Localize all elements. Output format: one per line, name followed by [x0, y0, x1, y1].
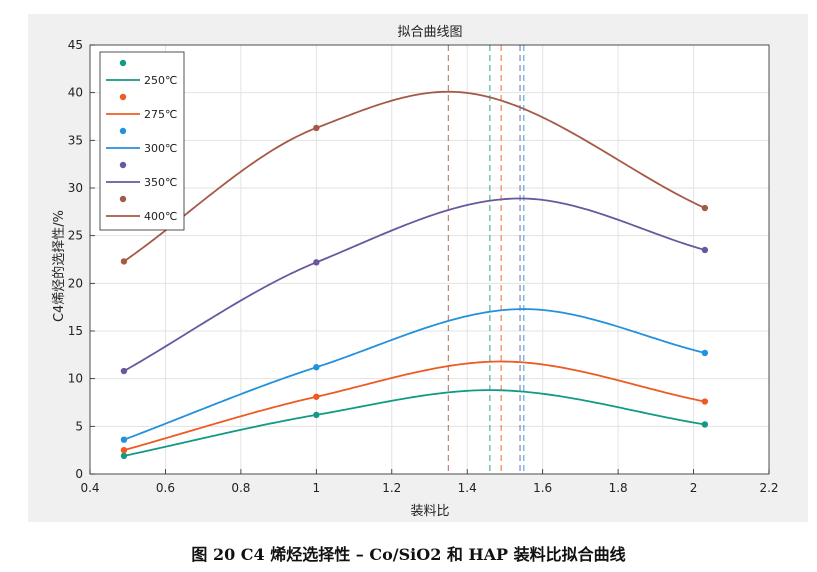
y-tick-label: 30: [68, 181, 83, 195]
x-tick-label: 1.4: [458, 481, 477, 495]
legend-marker: [119, 161, 127, 169]
data-point: [313, 393, 320, 400]
data-point: [313, 124, 320, 132]
chart-svg: 拟合曲线图 0.4 0.6 0.8 1 1.2 1.4 1.6 1.8 2 2.2 0 5 10 15 2…: [51, 25, 779, 519]
y-tick-label: 35: [68, 133, 83, 147]
x-tick-label: 2.2: [759, 481, 778, 495]
x-tick-label: 1.8: [609, 481, 628, 495]
x-axis-ticks: 0.4 0.6 0.8 1 1.2 1.4 1.6 1.8 2 2.2: [80, 469, 779, 495]
x-tick-label: 0.6: [156, 481, 175, 495]
legend-label: 400℃: [144, 210, 177, 223]
fitted-curve: [123, 197, 706, 372]
data-point: [701, 246, 709, 254]
vertical-markers: [447, 45, 525, 474]
data-point: [701, 349, 709, 357]
legend-label: 300℃: [144, 142, 177, 155]
figure-panel: 拟合曲线图 0.4 0.6 0.8 1 1.2 1.4 1.6 1.8 2 2.2 0 5 10 15 2…: [28, 14, 808, 522]
data-point: [701, 398, 709, 405]
y-tick-label: 5: [75, 419, 83, 433]
y-axis-ticks: 0 5 10 15 20 25 30 35 40 45: [68, 38, 95, 481]
data-point: [120, 367, 128, 375]
legend-marker: [119, 127, 127, 135]
fitted-curve: [123, 90, 706, 263]
figure-caption: 图 20 C4 烯烃选择性 – Co/SiO2 和 HAP 装料比拟合曲线: [191, 545, 626, 564]
y-tick-label: 15: [68, 324, 83, 338]
y-tick-label: 45: [68, 38, 83, 52]
y-axis-label: C4烯烃的选择性/%: [51, 210, 67, 322]
data-point: [313, 259, 320, 266]
x-tick-label: 1: [313, 481, 321, 495]
legend-marker: [119, 59, 127, 67]
chart-title: 拟合曲线图: [397, 25, 462, 40]
data-point: [120, 446, 128, 454]
legend-marker: [119, 195, 127, 203]
legend-marker: [119, 93, 127, 101]
fitted-curve: [123, 308, 706, 441]
legend-label: 250℃: [144, 74, 177, 87]
plot-area: [90, 45, 769, 474]
data-point: [701, 421, 709, 428]
data-points: [120, 124, 709, 460]
data-point: [120, 452, 128, 460]
data-point: [313, 411, 320, 419]
x-tick-label: 1.2: [382, 481, 401, 495]
legend-label: 350℃: [144, 176, 177, 189]
x-tick-label: 0.8: [231, 481, 250, 495]
x-axis-label: 装料比: [410, 504, 449, 519]
x-tick-label: 1.6: [533, 481, 552, 495]
fitted-curve: [123, 360, 706, 452]
legend: 250℃ 275℃ 300℃ 350℃ 400℃: [99, 51, 185, 231]
y-tick-label: 0: [75, 467, 83, 481]
y-tick-label: 40: [68, 86, 83, 100]
x-tick-label: 2: [690, 481, 698, 495]
legend-label: 275℃: [144, 108, 177, 121]
data-point: [313, 364, 320, 371]
y-tick-label: 20: [68, 276, 83, 290]
legend-box: [99, 51, 185, 231]
fitted-curves: [123, 90, 706, 457]
plot-frame: [89, 44, 770, 475]
fitted-curve: [123, 389, 706, 457]
y-tick-label: 10: [68, 372, 83, 386]
data-point: [701, 204, 709, 212]
data-point: [120, 436, 128, 443]
data-point: [120, 258, 128, 265]
y-tick-label: 25: [68, 229, 83, 243]
x-tick-label: 0.4: [80, 481, 99, 495]
